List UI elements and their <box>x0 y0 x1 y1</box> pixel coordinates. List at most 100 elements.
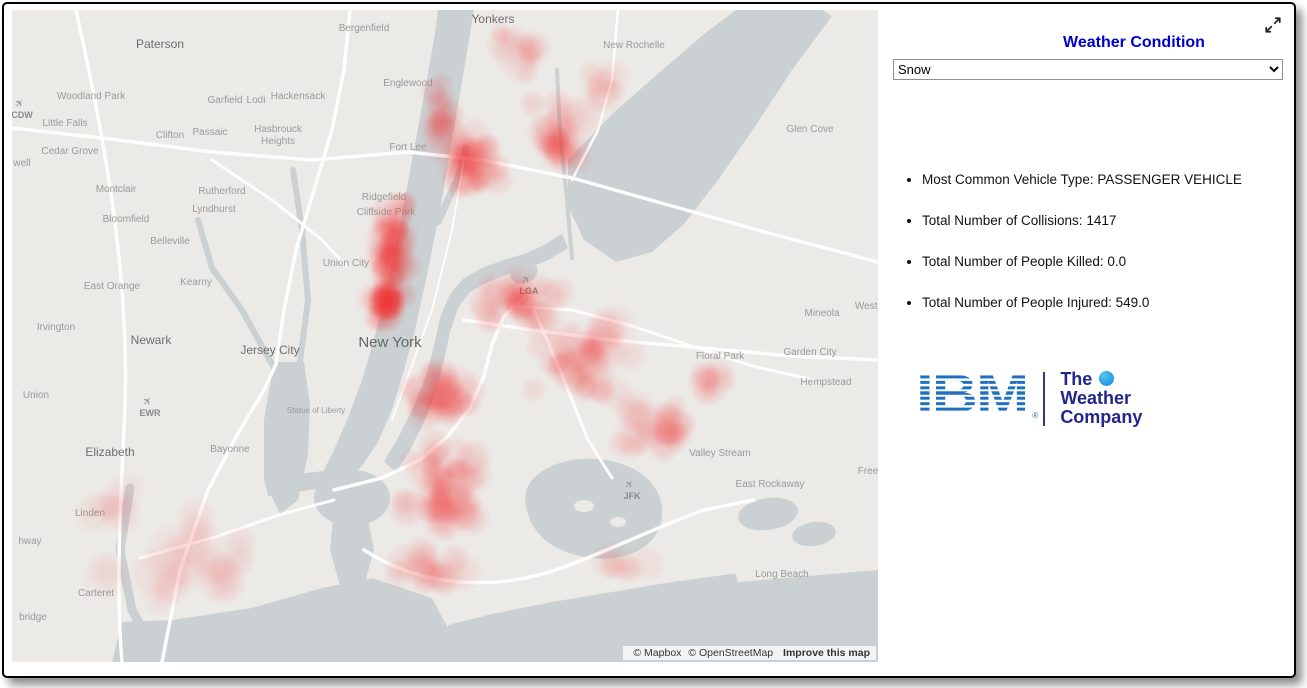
heat-point <box>482 307 508 333</box>
maximize-icon[interactable] <box>1264 16 1282 34</box>
twc-line-weather: Weather <box>1060 388 1132 408</box>
weather-condition-select[interactable]: Snow <box>893 59 1283 80</box>
map-label: hway <box>18 536 41 547</box>
map-label: Clifton <box>156 130 184 141</box>
panel-title: Weather Condition <box>1063 34 1205 51</box>
map-label: Union City <box>323 258 369 269</box>
heat-point <box>595 539 637 581</box>
map-label: Woodland Park <box>57 91 126 102</box>
ibm-logo-text: IBM <box>916 363 1029 424</box>
branding-block: IBM ® The Weather Company <box>916 363 1142 427</box>
heat-point <box>362 234 406 278</box>
ibm-logo: IBM ® <box>916 363 1038 426</box>
map-label: Heights <box>261 136 295 147</box>
map-label: Rutherford <box>198 186 245 197</box>
heat-point <box>420 494 462 536</box>
map-label: Irvington <box>37 322 75 333</box>
heat-point <box>602 77 627 103</box>
stat-collisions: Total Number of Collisions: 1417 <box>922 213 1294 229</box>
map-label: Englewood <box>383 78 432 89</box>
heat-point <box>481 163 516 198</box>
map-label: Glen Cove <box>786 124 834 135</box>
map-label: Fort Lee <box>389 142 427 153</box>
heat-point <box>390 487 421 518</box>
map-label: Garfield <box>207 95 242 106</box>
weather-company-logo: The Weather Company <box>1060 370 1142 427</box>
map-label: Long Beach <box>755 569 808 580</box>
map-label: Bergenfield <box>339 23 390 34</box>
map-label: Westb <box>855 301 878 312</box>
heatmap-layer <box>71 21 739 619</box>
dashboard-frame: Paterson Yonkers Bergenfield New Rochelle En… <box>2 2 1296 678</box>
heat-point <box>541 86 575 120</box>
heat-point <box>518 88 548 119</box>
map-label: Kearny <box>180 277 212 288</box>
twc-line-the: The <box>1060 369 1093 389</box>
heat-point <box>86 548 128 591</box>
heat-point <box>443 551 485 593</box>
map-label: Hempstead <box>800 377 851 388</box>
heat-point <box>536 348 568 380</box>
map-label: Hackensack <box>271 91 326 102</box>
heat-point <box>156 558 191 593</box>
map-label: Bayonne <box>210 444 250 455</box>
map-label: New Rochelle <box>603 40 665 51</box>
map-label: Belleville <box>150 236 190 247</box>
stats-list: Most Common Vehicle Type: PASSENGER VEHI… <box>900 172 1294 336</box>
heat-point <box>222 544 257 579</box>
map-label: Newark <box>131 333 173 347</box>
heat-point <box>519 375 548 404</box>
heat-point <box>499 286 541 327</box>
heat-point <box>418 103 457 142</box>
collision-heatmap[interactable]: Paterson Yonkers Bergenfield New Rochelle En… <box>12 10 878 662</box>
improve-map-link[interactable]: Improve this map <box>783 647 870 659</box>
map-attribution: © Mapbox © OpenStreetMap Improve this ma… <box>623 646 876 660</box>
map-label: Garden City <box>783 347 836 358</box>
map-label: Lyndhurst <box>192 204 236 215</box>
map-label: Little Falls <box>42 118 87 129</box>
map-label: Hasbrouck <box>254 124 303 135</box>
twc-line-company: Company <box>1060 407 1143 427</box>
map-label: Bloomfield <box>103 214 150 225</box>
airport-code: JFK <box>623 491 641 501</box>
heat-point <box>369 286 407 323</box>
map-label: well <box>12 158 30 169</box>
map-label: Paterson <box>136 37 184 51</box>
map-label: Cedar Grove <box>41 146 99 157</box>
map-label: Montclair <box>96 184 137 195</box>
heat-point <box>415 358 448 391</box>
airport-code: CDW <box>12 110 33 120</box>
map-label: Valley Stream <box>689 448 751 459</box>
heat-point <box>418 561 451 594</box>
heat-point <box>626 420 666 460</box>
stat-people-injured: Total Number of People Injured: 549.0 <box>922 295 1294 311</box>
heat-point <box>662 393 689 420</box>
map-label: Jersey City <box>240 343 299 357</box>
map-label: Mineola <box>804 308 839 319</box>
map-label: East Rockaway <box>736 479 805 490</box>
map-label: Passaic <box>192 127 227 138</box>
heat-point <box>516 43 544 71</box>
map-label: Elizabeth <box>85 445 134 459</box>
airport-code: EWR <box>140 408 161 418</box>
stat-vehicle-type: Most Common Vehicle Type: PASSENGER VEHI… <box>922 172 1294 188</box>
map-label: Free <box>858 466 878 477</box>
heat-point <box>372 210 404 242</box>
map-label: Lodi <box>247 95 266 106</box>
heat-point <box>88 488 125 524</box>
map-label: Statue of Liberty <box>287 406 345 415</box>
map-label: Union <box>23 390 49 401</box>
heat-point <box>439 383 476 420</box>
heat-point <box>535 127 582 174</box>
heat-point <box>580 74 609 102</box>
heat-point <box>430 464 463 497</box>
osm-attribution[interactable]: © OpenStreetMap <box>688 647 774 659</box>
mapbox-attribution[interactable]: © Mapbox <box>633 647 682 659</box>
weather-globe-icon <box>1099 371 1115 386</box>
map-label: bridge <box>19 612 47 623</box>
map-label: New York <box>358 334 422 351</box>
registered-mark: ® <box>1032 411 1039 420</box>
map-label: East Orange <box>84 281 141 292</box>
heat-point <box>588 328 632 372</box>
